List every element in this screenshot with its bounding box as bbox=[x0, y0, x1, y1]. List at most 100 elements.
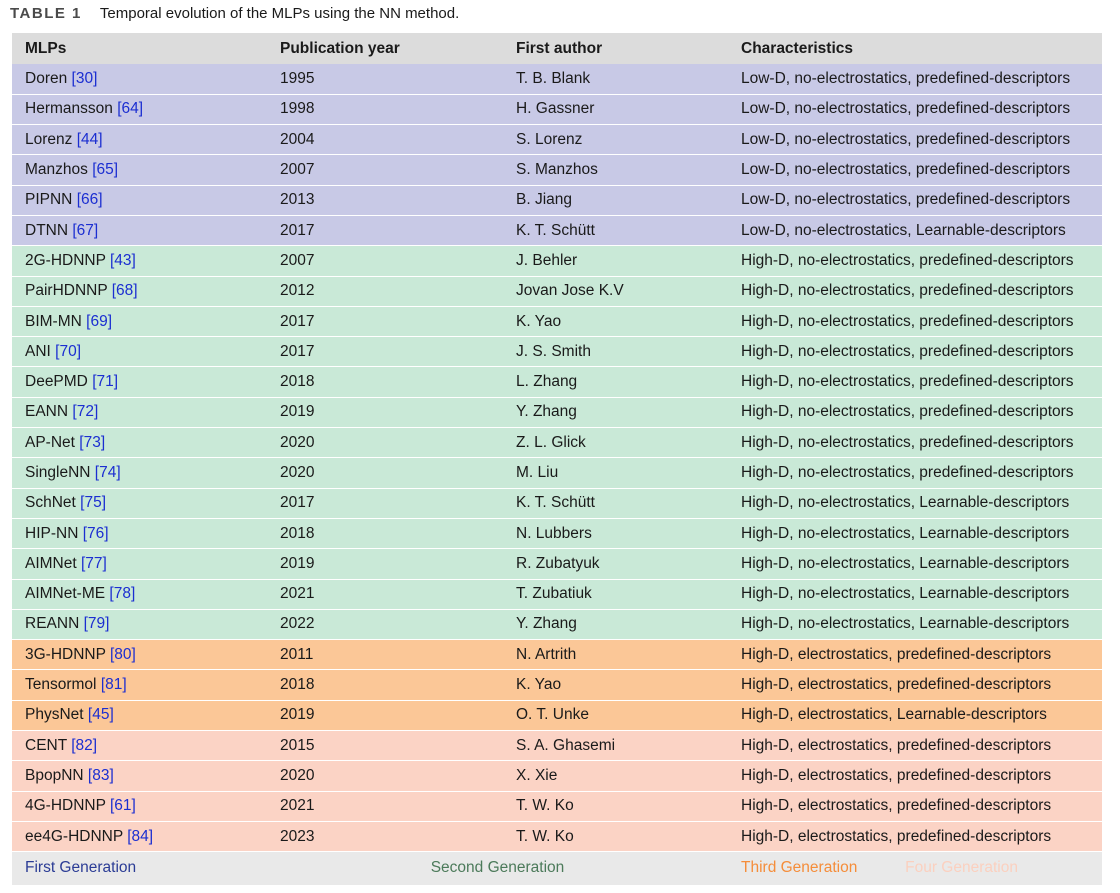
mlp-cell: SingleNN [74] bbox=[12, 457, 267, 489]
mlp-name: SingleNN bbox=[25, 464, 91, 481]
characteristics-cell: High-D, no-electrostatics, Learnable-des… bbox=[728, 579, 1102, 610]
characteristics-cell: High-D, no-electrostatics, predefined-de… bbox=[728, 427, 1102, 459]
table-body: Doren [30] 1995 T. B. Blank Low-D, no-elect… bbox=[12, 64, 1102, 853]
publication-year-cell: 2020 bbox=[267, 760, 503, 792]
mlp-name: SchNet bbox=[25, 494, 76, 512]
mlp-name: 2G-HDNNP bbox=[25, 251, 106, 269]
table-title: Temporal evolution of the MLPs using the… bbox=[99, 4, 460, 22]
table-row: DeePMD [71] 2018 L. Zhang High-D, no-electr… bbox=[12, 366, 1102, 398]
reference-link[interactable]: [67] bbox=[72, 221, 99, 239]
publication-year-cell: 2018 bbox=[267, 518, 503, 550]
first-author-cell: K. Yao bbox=[503, 669, 728, 701]
reference-link[interactable]: [65] bbox=[92, 161, 119, 179]
mlp-name: Doren bbox=[25, 69, 68, 87]
reference-link[interactable]: [76] bbox=[82, 524, 109, 542]
mlp-cell: PIPNN [66] bbox=[12, 185, 267, 216]
table-row: 3G-HDNNP [80] 2011 N. Artrith High-D, elect… bbox=[12, 639, 1102, 671]
table-row: Hermansson [64] 1998 H. Gassner Low-D, no-e… bbox=[12, 94, 1102, 126]
table-row: SchNet [75] 2017 K. T. Schütt High-D, no-el… bbox=[12, 488, 1102, 519]
legend-third-generation: Third Generation Four Generation bbox=[728, 852, 1102, 885]
legend-first-generation: First Generation bbox=[25, 859, 137, 877]
table-row: Doren [30] 1995 T. B. Blank Low-D, no-elect… bbox=[12, 64, 1102, 95]
characteristics-cell: High-D, no-electrostatics, predefined-de… bbox=[728, 457, 1102, 489]
first-author-cell: J. Behler bbox=[503, 245, 728, 277]
reference-link[interactable]: [61] bbox=[109, 797, 136, 815]
publication-year-cell: 2021 bbox=[267, 579, 503, 610]
characteristics-cell: High-D, no-electrostatics, predefined-de… bbox=[728, 276, 1102, 307]
characteristics-cell: High-D, no-electrostatics, predefined-de… bbox=[728, 336, 1102, 368]
reference-link[interactable]: [74] bbox=[94, 464, 121, 481]
first-author-cell: T. W. Ko bbox=[503, 821, 728, 853]
mlp-cell: AIMNet-ME [78] bbox=[12, 579, 267, 610]
mlp-cell: SchNet [75] bbox=[12, 488, 267, 519]
reference-link[interactable]: [73] bbox=[79, 433, 106, 451]
mlp-cell: AP-Net [73] bbox=[12, 427, 267, 459]
characteristics-cell: High-D, no-electrostatics, Learnable-des… bbox=[728, 518, 1102, 550]
reference-link[interactable]: [69] bbox=[86, 312, 112, 330]
mlp-cell: 2G-HDNNP [43] bbox=[12, 245, 267, 277]
first-author-cell: S. Lorenz bbox=[503, 124, 728, 156]
first-author-cell: R. Zubatyuk bbox=[503, 548, 728, 580]
first-author-cell: T. Zubatiuk bbox=[503, 579, 728, 610]
mlp-name: CENT bbox=[25, 736, 67, 754]
legend-row: First Generation Second Generation Third… bbox=[12, 851, 1102, 885]
reference-link[interactable]: [44] bbox=[76, 130, 103, 148]
reference-link[interactable]: [45] bbox=[87, 706, 114, 724]
mlp-name: ANI bbox=[25, 342, 51, 360]
reference-link[interactable]: [80] bbox=[109, 645, 136, 663]
mlp-name: PhysNet bbox=[25, 706, 84, 724]
mlp-name: PairHDNNP bbox=[25, 282, 108, 300]
first-author-cell: B. Jiang bbox=[503, 185, 728, 216]
table-row: Tensormol [81] 2018 K. Yao High-D, electros… bbox=[12, 669, 1102, 701]
table-header: MLPs Publication year First author Chara… bbox=[12, 33, 1102, 64]
mlp-cell: 3G-HDNNP [80] bbox=[12, 639, 267, 671]
first-author-cell: N. Lubbers bbox=[503, 518, 728, 550]
publication-year-cell: 2019 bbox=[267, 397, 503, 429]
characteristics-cell: High-D, electrostatics, predefined-descr… bbox=[728, 821, 1102, 853]
first-author-cell: O. T. Unke bbox=[503, 700, 728, 732]
publication-year-cell: 2013 bbox=[267, 185, 503, 216]
reference-link[interactable]: [78] bbox=[109, 585, 136, 603]
mlp-name: AP-Net bbox=[25, 433, 75, 451]
reference-link[interactable]: [43] bbox=[109, 251, 136, 269]
publication-year-cell: 2017 bbox=[267, 215, 503, 247]
mlp-cell: CENT [82] bbox=[12, 730, 267, 762]
mlp-name: Tensormol bbox=[25, 676, 97, 694]
header-row: MLPs Publication year First author Chara… bbox=[12, 33, 1102, 64]
reference-link[interactable]: [79] bbox=[83, 615, 110, 633]
first-author-cell: Y. Zhang bbox=[503, 397, 728, 429]
reference-link[interactable]: [66] bbox=[76, 191, 103, 209]
first-author-cell: K. Yao bbox=[503, 306, 728, 338]
mlp-cell: BIM-MN [69] bbox=[12, 306, 267, 338]
mlp-cell: Hermansson [64] bbox=[12, 94, 267, 126]
reference-link[interactable]: [72] bbox=[72, 403, 99, 421]
reference-link[interactable]: [70] bbox=[55, 342, 82, 360]
reference-link[interactable]: [77] bbox=[81, 554, 107, 572]
mlp-cell: DeePMD [71] bbox=[12, 366, 267, 398]
publication-year-cell: 2004 bbox=[267, 124, 503, 156]
characteristics-cell: Low-D, no-electrostatics, predefined-des… bbox=[728, 64, 1102, 95]
table-row: SingleNN [74] 2020 M. Liu High-D, no-electr… bbox=[12, 457, 1102, 489]
table-row: AP-Net [73] 2020 Z. L. Glick High-D, no-ele… bbox=[12, 427, 1102, 459]
reference-link[interactable]: [64] bbox=[117, 100, 144, 118]
reference-link[interactable]: [84] bbox=[127, 827, 154, 845]
table-row: 2G-HDNNP [43] 2007 J. Behler High-D, no-ele… bbox=[12, 245, 1102, 277]
reference-link[interactable]: [81] bbox=[100, 676, 127, 694]
characteristics-cell: High-D, no-electrostatics, Learnable-des… bbox=[728, 548, 1102, 580]
mlp-name: DeePMD bbox=[25, 373, 88, 391]
reference-link[interactable]: [30] bbox=[71, 69, 98, 87]
publication-year-cell: 1995 bbox=[267, 64, 503, 95]
reference-link[interactable]: [71] bbox=[92, 373, 119, 391]
publication-year-cell: 2011 bbox=[267, 639, 503, 671]
table-row: PIPNN [66] 2013 B. Jiang Low-D, no-electros… bbox=[12, 185, 1102, 216]
reference-link[interactable]: [83] bbox=[87, 766, 114, 784]
characteristics-cell: High-D, electrostatics, predefined-descr… bbox=[728, 791, 1102, 822]
mlp-name: ee4G-HDNNP bbox=[25, 827, 123, 845]
mlp-name: BpopNN bbox=[25, 766, 84, 784]
mlp-name: HIP-NN bbox=[25, 524, 79, 542]
publication-year-cell: 1998 bbox=[267, 94, 503, 126]
first-author-cell: Jovan Jose K.V bbox=[503, 276, 728, 307]
reference-link[interactable]: [75] bbox=[80, 494, 107, 512]
reference-link[interactable]: [82] bbox=[71, 736, 98, 754]
reference-link[interactable]: [68] bbox=[111, 282, 138, 300]
